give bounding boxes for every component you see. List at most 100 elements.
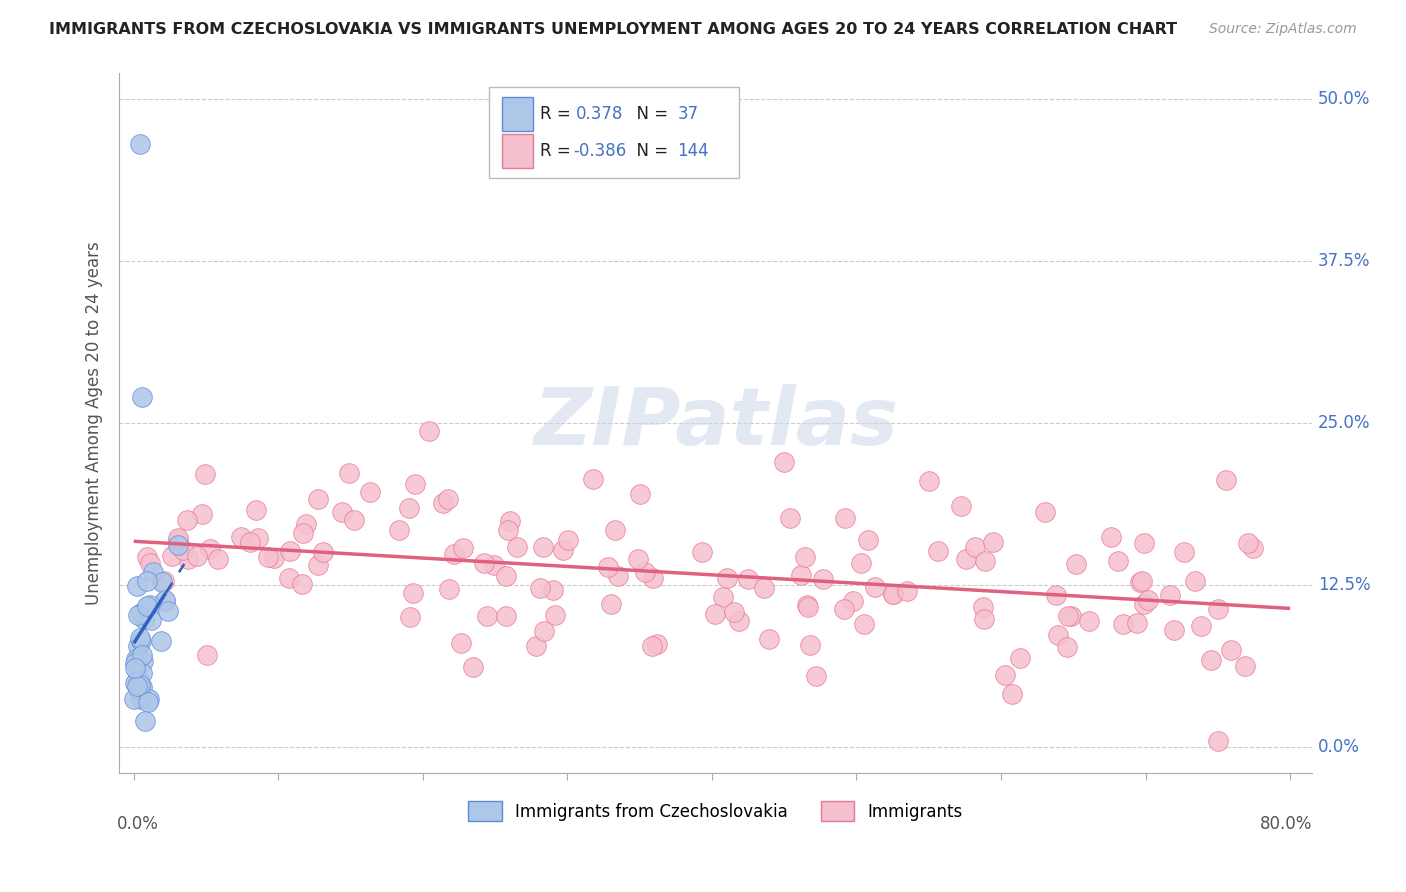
Point bbox=[1241, 541, 1264, 556]
Point bbox=[150, 574, 173, 589]
Point bbox=[278, 570, 301, 584]
Text: N =: N = bbox=[626, 142, 673, 160]
Point bbox=[482, 558, 505, 572]
Point bbox=[135, 574, 157, 589]
Point bbox=[1045, 588, 1067, 602]
Point bbox=[139, 556, 162, 570]
Point bbox=[963, 540, 986, 554]
Point bbox=[172, 543, 194, 558]
Point bbox=[307, 491, 329, 506]
Point bbox=[852, 616, 875, 631]
Point bbox=[472, 556, 495, 570]
Point bbox=[918, 475, 941, 489]
Point bbox=[1057, 608, 1080, 623]
Text: IMMIGRANTS FROM CZECHOSLOVAKIA VS IMMIGRANTS UNEMPLOYMENT AMONG AGES 20 TO 24 YE: IMMIGRANTS FROM CZECHOSLOVAKIA VS IMMIGR… bbox=[49, 22, 1177, 37]
Point bbox=[851, 556, 873, 570]
Point bbox=[1078, 614, 1101, 628]
Point bbox=[125, 652, 148, 666]
Point bbox=[1237, 536, 1260, 550]
Text: 50.0%: 50.0% bbox=[1317, 90, 1371, 108]
Point bbox=[128, 683, 150, 698]
Point bbox=[1173, 545, 1195, 559]
Point bbox=[499, 514, 522, 528]
Point bbox=[1215, 474, 1237, 488]
Point bbox=[1046, 628, 1069, 642]
Point bbox=[1199, 653, 1222, 667]
Point bbox=[1060, 609, 1083, 624]
Point bbox=[150, 634, 173, 648]
Point bbox=[418, 424, 440, 438]
Point bbox=[645, 637, 668, 651]
Point bbox=[127, 608, 149, 623]
Point bbox=[134, 612, 156, 626]
Point bbox=[834, 511, 856, 525]
Point bbox=[524, 639, 547, 653]
Point bbox=[1159, 588, 1181, 602]
Point bbox=[186, 549, 208, 563]
Point bbox=[716, 571, 738, 585]
Text: ZIPatlas: ZIPatlas bbox=[533, 384, 898, 462]
Point bbox=[128, 137, 150, 152]
Point bbox=[131, 390, 153, 404]
Point bbox=[1233, 659, 1256, 673]
Point bbox=[1206, 602, 1229, 616]
Point bbox=[1184, 574, 1206, 588]
Text: 0.0%: 0.0% bbox=[1317, 739, 1360, 756]
Point bbox=[138, 691, 160, 706]
Point bbox=[529, 582, 551, 596]
Point bbox=[1056, 640, 1078, 654]
Point bbox=[124, 661, 146, 675]
Point bbox=[239, 535, 262, 549]
Point bbox=[337, 467, 360, 481]
Point bbox=[834, 602, 856, 616]
Point bbox=[949, 499, 972, 513]
Point bbox=[496, 523, 519, 537]
Point bbox=[505, 541, 527, 555]
Point bbox=[450, 636, 472, 650]
Text: R =: R = bbox=[540, 142, 576, 160]
FancyBboxPatch shape bbox=[502, 97, 533, 131]
Point bbox=[131, 665, 153, 680]
Point bbox=[974, 554, 997, 568]
Point bbox=[129, 631, 152, 645]
Point bbox=[773, 455, 796, 469]
Point bbox=[131, 680, 153, 694]
Point bbox=[804, 669, 827, 683]
Point bbox=[432, 496, 454, 510]
Point bbox=[124, 657, 146, 671]
Text: 144: 144 bbox=[678, 142, 709, 160]
Text: 80.0%: 80.0% bbox=[1260, 815, 1312, 833]
Point bbox=[136, 695, 159, 709]
Point bbox=[723, 605, 745, 619]
Point bbox=[167, 538, 190, 552]
Point bbox=[533, 624, 555, 638]
Point bbox=[600, 598, 623, 612]
Point bbox=[437, 491, 460, 506]
Point bbox=[1001, 687, 1024, 701]
FancyBboxPatch shape bbox=[489, 87, 740, 178]
Point bbox=[195, 648, 218, 662]
Point bbox=[858, 533, 880, 547]
Point bbox=[1163, 624, 1185, 638]
Point bbox=[643, 571, 665, 585]
Point bbox=[1129, 575, 1152, 590]
Point bbox=[451, 541, 474, 556]
Point bbox=[596, 560, 619, 574]
Point bbox=[993, 668, 1015, 682]
Point bbox=[728, 615, 751, 629]
Text: 25.0%: 25.0% bbox=[1317, 414, 1371, 432]
Point bbox=[541, 582, 564, 597]
Point bbox=[157, 604, 180, 618]
Point bbox=[634, 565, 657, 579]
Point bbox=[291, 577, 314, 591]
Point bbox=[495, 608, 517, 623]
Point bbox=[292, 526, 315, 541]
Point bbox=[128, 678, 150, 692]
Point bbox=[129, 606, 152, 620]
Point bbox=[796, 599, 818, 614]
Point bbox=[1133, 597, 1156, 611]
Point bbox=[495, 569, 517, 583]
Point bbox=[1130, 574, 1153, 589]
Point bbox=[388, 524, 411, 538]
Point bbox=[135, 599, 157, 613]
